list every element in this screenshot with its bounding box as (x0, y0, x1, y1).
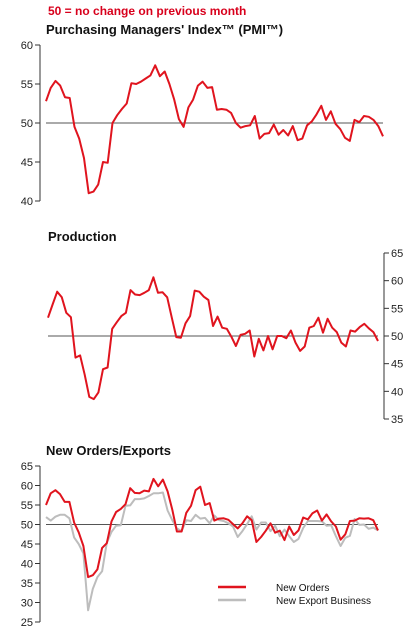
new-orders-exports-y-tick-label: 40 (21, 559, 33, 571)
pmi-y-tick-label: 60 (21, 40, 33, 52)
new-orders-exports-y-tick-label: 65 (21, 461, 33, 473)
chart-note: 50 = no change on previous month (48, 4, 247, 18)
new-orders-exports-y-tick-label: 60 (21, 481, 33, 493)
production-y-tick-label: 60 (391, 276, 403, 288)
production-y-tick-label: 35 (391, 414, 403, 426)
pmi-y-tick-label: 40 (21, 196, 33, 208)
production-series-line (47, 276, 379, 401)
new-orders-series-line (45, 477, 379, 579)
new-orders-exports-y-tick-label: 35 (21, 578, 33, 590)
production-y-tick-label: 50 (391, 331, 403, 343)
new-export-business-series-line (45, 491, 379, 612)
pmi-chart-title: Purchasing Managers' Index™ (PMI™) (46, 22, 284, 37)
production-y-tick-label: 65 (391, 248, 403, 260)
new-orders-exports-chart-title: New Orders/Exports (46, 443, 171, 458)
production-y-tick-label: 40 (391, 386, 403, 398)
new-orders-exports-y-tick-label: 45 (21, 539, 33, 551)
new-export-business-legend-label: New Export Business (276, 596, 371, 607)
pmi-y-tick-label: 55 (21, 79, 33, 91)
production-y-tick-label: 45 (391, 359, 403, 371)
production-y-tick-label: 55 (391, 303, 403, 315)
pmi-series-line (45, 64, 384, 195)
new-orders-exports-y-tick-label: 25 (21, 617, 33, 629)
new-orders-exports-y-tick-label: 30 (21, 598, 33, 610)
new-orders-legend-label: New Orders (276, 583, 329, 594)
new-orders-exports-y-tick-label: 50 (21, 520, 33, 532)
new-orders-exports-y-tick-label: 55 (21, 500, 33, 512)
pmi-y-tick-label: 50 (21, 118, 33, 130)
production-chart-title: Production (48, 229, 117, 244)
pmi-y-tick-label: 45 (21, 157, 33, 169)
